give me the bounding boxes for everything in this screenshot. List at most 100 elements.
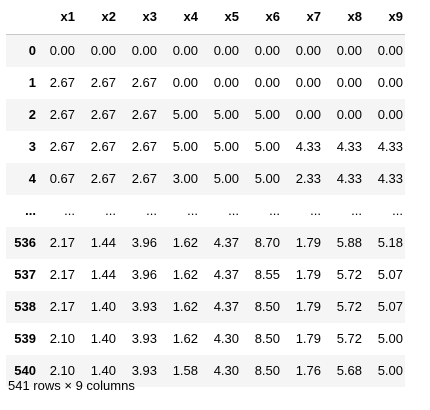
table-cell: 5.00 bbox=[364, 355, 405, 387]
cell-value: 4.37 bbox=[213, 267, 239, 282]
table-cell: 2.33 bbox=[282, 163, 323, 195]
table-cell: 0.00 bbox=[241, 35, 282, 68]
table-cell: 1.58 bbox=[159, 355, 200, 387]
table-cell: 2.67 bbox=[36, 131, 77, 163]
table-cell: 1.62 bbox=[159, 323, 200, 355]
table-cell: 5.00 bbox=[241, 163, 282, 195]
table-cell: ... bbox=[282, 195, 323, 227]
cell-value: 3.00 bbox=[172, 171, 198, 186]
cell-value: 4.30 bbox=[213, 331, 239, 346]
index-header bbox=[6, 0, 36, 35]
cell-value: 2.67 bbox=[90, 171, 116, 186]
cell-value: ... bbox=[228, 203, 239, 218]
row-index: 538 bbox=[14, 299, 36, 314]
table-cell: 8.50 bbox=[241, 323, 282, 355]
cell-value: 0.00 bbox=[295, 43, 321, 58]
table-cell: 1.79 bbox=[282, 323, 323, 355]
cell-value: 5.07 bbox=[377, 267, 403, 282]
cell-value: 1.58 bbox=[172, 363, 198, 378]
row-index: 4 bbox=[28, 171, 36, 186]
cell-value: 1.40 bbox=[90, 363, 116, 378]
table-cell: 8.55 bbox=[241, 259, 282, 291]
cell-value: 4.33 bbox=[336, 171, 362, 186]
column-header: x3 bbox=[118, 0, 159, 35]
table-body: 0 0.00 0.00 0.00 0.00 0.00 0.00 0.00 0.00 0.00 1 2.… bbox=[6, 34, 405, 387]
table-row: 4 0.67 2.67 2.67 3.00 5.00 5.00 2.33 4.33 4.33 bbox=[6, 163, 405, 195]
row-index: 536 bbox=[14, 235, 36, 250]
table-cell: 0.00 bbox=[241, 67, 282, 99]
cell-value: 0.00 bbox=[49, 43, 75, 58]
cell-value: 1.62 bbox=[172, 299, 198, 314]
table-cell: 5.88 bbox=[323, 227, 364, 259]
cell-value: 5.00 bbox=[254, 171, 280, 186]
cell-value: 0.00 bbox=[336, 75, 362, 90]
table-cell: 2.17 bbox=[36, 259, 77, 291]
table-cell: 0.00 bbox=[364, 99, 405, 131]
table-cell: 2.67 bbox=[118, 67, 159, 99]
table-cell: 5.00 bbox=[241, 131, 282, 163]
cell-value: ... bbox=[105, 203, 116, 218]
table-cell: 2.67 bbox=[77, 67, 118, 99]
cell-value: 4.33 bbox=[377, 139, 403, 154]
cell-value: 0.00 bbox=[377, 107, 403, 122]
cell-value: 1.76 bbox=[295, 363, 321, 378]
table-cell: 1.79 bbox=[282, 227, 323, 259]
cell-value: 8.55 bbox=[254, 267, 280, 282]
table-cell: 2.10 bbox=[36, 323, 77, 355]
table-row: 536 2.17 1.44 3.96 1.62 4.37 8.70 1.79 5.88 5.18 bbox=[6, 227, 405, 259]
cell-value: 5.00 bbox=[254, 107, 280, 122]
table-cell: 0.00 bbox=[159, 35, 200, 68]
table-cell: 2.67 bbox=[118, 99, 159, 131]
cell-value: 0.00 bbox=[336, 107, 362, 122]
table-cell: 5.00 bbox=[200, 99, 241, 131]
cell-value: 1.62 bbox=[172, 331, 198, 346]
cell-value: 5.00 bbox=[213, 139, 239, 154]
cell-value: 2.10 bbox=[49, 363, 75, 378]
cell-value: ... bbox=[392, 203, 403, 218]
cell-value: 0.00 bbox=[377, 43, 403, 58]
cell-value: 1.62 bbox=[172, 267, 198, 282]
table-cell: 5.00 bbox=[200, 163, 241, 195]
cell-value: 0.67 bbox=[49, 171, 75, 186]
table-cell: 1.40 bbox=[77, 291, 118, 323]
cell-value: 5.18 bbox=[377, 235, 403, 250]
cell-value: 2.67 bbox=[131, 75, 157, 90]
table-cell: ... bbox=[323, 195, 364, 227]
table-cell: 8.50 bbox=[241, 291, 282, 323]
cell-value: 3.96 bbox=[131, 267, 157, 282]
cell-value: 2.67 bbox=[90, 139, 116, 154]
table-cell: 4.30 bbox=[200, 323, 241, 355]
table-cell: 2.67 bbox=[118, 131, 159, 163]
column-header: x2 bbox=[77, 0, 118, 35]
cell-value: 0.00 bbox=[295, 75, 321, 90]
row-index: 537 bbox=[14, 267, 36, 282]
row-index: 539 bbox=[14, 331, 36, 346]
cell-value: ... bbox=[351, 203, 362, 218]
table-cell: 0.00 bbox=[282, 99, 323, 131]
table-cell: 8.50 bbox=[241, 355, 282, 387]
table-cell: 1.40 bbox=[77, 323, 118, 355]
table-cell: 2.17 bbox=[36, 227, 77, 259]
table-row: 540 2.10 1.40 3.93 1.58 4.30 8.50 1.76 5.68 5.00 bbox=[6, 355, 405, 387]
column-header: x4 bbox=[159, 0, 200, 35]
table-cell: 5.72 bbox=[323, 323, 364, 355]
table-cell: 1.62 bbox=[159, 259, 200, 291]
table-cell: 5.68 bbox=[323, 355, 364, 387]
cell-value: 8.70 bbox=[254, 235, 280, 250]
cell-value: 5.88 bbox=[336, 235, 362, 250]
row-index: ... bbox=[25, 203, 36, 218]
cell-value: 5.72 bbox=[336, 331, 362, 346]
cell-value: 1.62 bbox=[172, 235, 198, 250]
cell-value: 0.00 bbox=[131, 43, 157, 58]
table-cell: 0.00 bbox=[282, 35, 323, 68]
table-cell: 5.00 bbox=[241, 99, 282, 131]
dataframe-table: x1 x2 x3 x4 x5 x6 x7 x8 x9 0 0.00 0.00 0.00… bbox=[6, 0, 405, 387]
cell-value: 2.67 bbox=[131, 171, 157, 186]
cell-value: 5.00 bbox=[377, 363, 403, 378]
table-cell: 0.00 bbox=[159, 67, 200, 99]
table-row: 537 2.17 1.44 3.96 1.62 4.37 8.55 1.79 5.72 5.07 bbox=[6, 259, 405, 291]
table-cell: 4.33 bbox=[282, 131, 323, 163]
table-cell: ... bbox=[36, 195, 77, 227]
column-header: x6 bbox=[241, 0, 282, 35]
table-cell: 5.07 bbox=[364, 259, 405, 291]
